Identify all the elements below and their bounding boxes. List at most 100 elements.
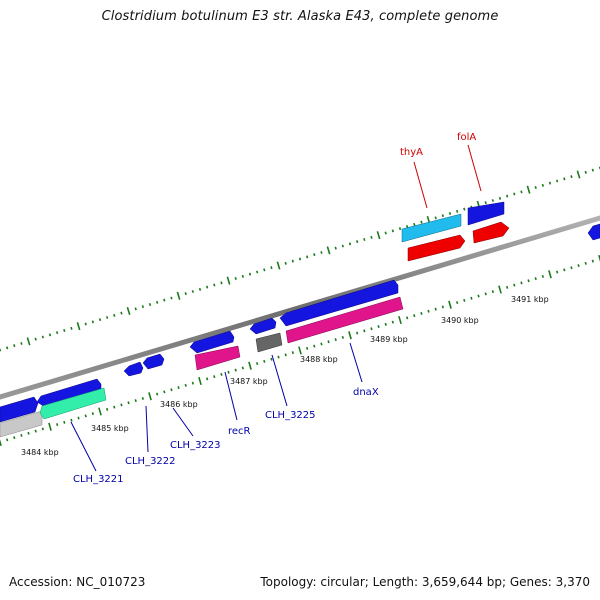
tick-mark xyxy=(377,325,380,329)
gene-cyan-thyA[interactable] xyxy=(401,213,462,243)
tick-mark xyxy=(234,277,237,280)
gene-gray-CLH_3225[interactable] xyxy=(255,332,283,353)
tick-mark xyxy=(148,303,152,306)
gene-blue-6[interactable] xyxy=(249,317,277,335)
gene-label-CLH_3223[interactable]: CLH_3223 xyxy=(170,440,221,451)
tick-mark xyxy=(84,322,87,326)
tick-mark xyxy=(341,335,344,339)
tick-mark xyxy=(591,259,594,263)
tick-mark xyxy=(270,266,273,270)
tick-mark xyxy=(270,357,273,361)
tick-mark xyxy=(41,335,44,339)
tick-mark xyxy=(206,377,209,381)
tick-mark xyxy=(534,277,537,281)
tick-label-3490: 3490 kbp xyxy=(441,316,479,325)
tick-mark xyxy=(156,300,159,304)
tick-mark xyxy=(477,294,480,298)
gene-label-dnaX[interactable]: dnaX xyxy=(353,387,379,398)
tick-mark xyxy=(276,261,281,270)
tick-mark xyxy=(306,255,309,259)
gene-label-recR[interactable]: recR xyxy=(228,426,251,437)
gene-blue-7[interactable] xyxy=(587,223,600,241)
gene-label-CLH_3222[interactable]: CLH_3222 xyxy=(125,456,176,467)
gene-lightgray[interactable] xyxy=(0,410,43,438)
tick-mark xyxy=(470,296,473,300)
gene-blue-5[interactable] xyxy=(189,330,235,354)
tick-mark xyxy=(413,314,416,318)
callout-line-CLH_3222 xyxy=(145,405,149,453)
callout-line-recR xyxy=(224,371,238,421)
tick-mark xyxy=(534,186,537,189)
gene-label-CLH_3225[interactable]: CLH_3225 xyxy=(265,410,316,421)
tick-mark xyxy=(134,307,137,311)
tick-mark xyxy=(576,170,581,179)
tick-label-3486: 3486 kbp xyxy=(160,400,198,409)
tick-mark xyxy=(41,427,44,431)
tick-mark xyxy=(391,320,394,324)
tick-mark xyxy=(20,342,23,345)
tick-mark xyxy=(356,331,359,335)
tick-mark xyxy=(141,396,144,400)
callout-line-CLH_3225 xyxy=(271,354,288,407)
gene-blue-1[interactable] xyxy=(0,396,39,423)
tick-mark xyxy=(527,279,530,283)
tick-mark xyxy=(106,316,109,319)
tick-mark xyxy=(26,337,31,346)
tick-mark xyxy=(484,201,487,205)
tick-mark xyxy=(598,254,600,262)
tick-mark xyxy=(156,392,159,396)
tick-mark xyxy=(277,355,280,359)
tick-mark xyxy=(127,401,130,405)
tick-mark xyxy=(334,338,337,342)
gene-magenta-recR[interactable] xyxy=(194,345,241,371)
tick-mark xyxy=(98,318,102,322)
tick-mark xyxy=(206,285,209,289)
gene-red-folA[interactable] xyxy=(472,221,510,244)
tick-mark xyxy=(70,326,73,330)
gene-green-CLH_3221[interactable] xyxy=(39,387,107,420)
tick-mark xyxy=(106,407,109,411)
tick-mark xyxy=(441,214,444,218)
gene-blue-dnaX[interactable] xyxy=(279,279,399,327)
gene-callouts xyxy=(70,144,482,472)
gene-magenta-dnaX[interactable] xyxy=(285,296,404,344)
tick-mark xyxy=(241,274,244,278)
gene-label-folA[interactable]: folA xyxy=(457,132,476,143)
tick-mark xyxy=(20,433,23,437)
tick-mark xyxy=(56,423,59,427)
tick-mark xyxy=(413,222,416,226)
tick-mark xyxy=(313,344,316,348)
tick-mark xyxy=(384,231,387,235)
gene-blue-folA[interactable] xyxy=(467,201,505,226)
callout-line-CLH_3223 xyxy=(172,407,194,437)
tick-mark xyxy=(76,322,81,331)
tick-mark xyxy=(63,420,66,424)
tick-mark xyxy=(584,261,587,265)
tick-mark xyxy=(406,316,409,320)
tick-mark xyxy=(356,240,359,244)
tick-mark xyxy=(327,340,330,344)
tick-mark xyxy=(284,261,287,265)
gene-blue-4[interactable] xyxy=(142,353,165,370)
tick-mark xyxy=(334,246,337,250)
tick-mark xyxy=(98,407,102,416)
tick-label-3488: 3488 kbp xyxy=(300,355,338,364)
tick-mark xyxy=(13,344,16,348)
tick-mark xyxy=(363,329,366,333)
tick-mark xyxy=(584,170,587,174)
gene-labels: CLH_3221 CLH_3222 CLH_3223 recR CLH_3225… xyxy=(73,132,476,485)
gene-blue-3[interactable] xyxy=(123,361,144,377)
gene-label-thyA[interactable]: thyA xyxy=(400,147,423,158)
tick-mark xyxy=(184,292,187,296)
gene-red-thyA[interactable] xyxy=(407,234,466,262)
tick-mark xyxy=(398,315,402,325)
tick-mark xyxy=(370,235,373,239)
tick-mark xyxy=(491,290,494,294)
tick-mark xyxy=(341,244,344,248)
tick-mark xyxy=(191,290,194,293)
tick-mark xyxy=(506,285,509,289)
tick-mark xyxy=(427,309,430,313)
tick-mark xyxy=(320,251,323,254)
gene-label-CLH_3221[interactable]: CLH_3221 xyxy=(73,474,124,485)
